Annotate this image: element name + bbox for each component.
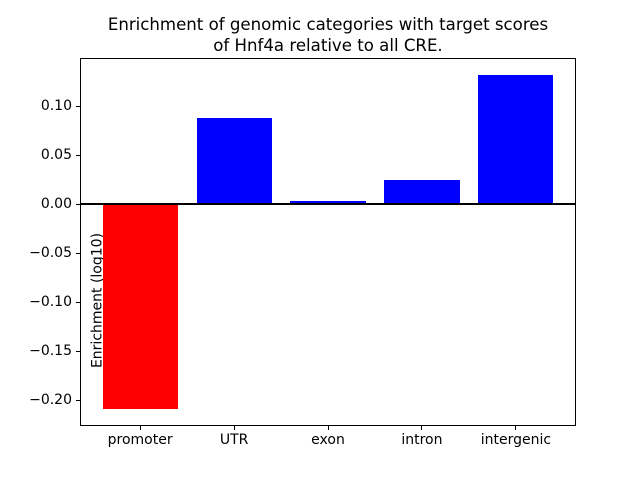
x-tick-mark [139, 426, 141, 430]
y-tick-mark [76, 252, 80, 254]
x-tick-label: intergenic [480, 432, 552, 448]
y-tick-label: −0.20 [29, 392, 72, 408]
bar-intron [384, 179, 460, 205]
y-tick-label: 0.10 [40, 97, 72, 114]
y-tick-mark [76, 400, 80, 401]
x-tick-label: UTR [219, 432, 249, 448]
y-tick-mark [76, 154, 80, 156]
x-tick-label: intron [401, 432, 443, 448]
y-tick-mark [76, 105, 80, 107]
chart-title-line-2: of Hnf4a relative to all CRE. [213, 35, 443, 55]
y-tick-mark [76, 301, 80, 303]
x-tick-label: promoter [107, 432, 173, 448]
bar-UTR [196, 117, 272, 205]
y-tick-label: −0.10 [29, 293, 72, 310]
zero-line [80, 203, 576, 206]
y-tick-label: 0.05 [40, 146, 72, 163]
bar-exon [290, 201, 366, 205]
x-tick-mark [515, 426, 517, 430]
y-tick-label: 0.00 [40, 195, 72, 212]
chart-title: Enrichment of genomic categories with ta… [80, 15, 576, 56]
y-tick-mark [76, 350, 80, 352]
x-tick-mark [327, 426, 329, 430]
y-tick-mark [76, 203, 80, 205]
y-tick-label: −0.15 [29, 342, 72, 359]
x-tick-mark [233, 426, 235, 430]
bar-promoter [102, 204, 178, 410]
x-tick-label: exon [311, 432, 345, 448]
plot-area: Enrichment (log10) [80, 58, 576, 426]
y-tick-label: −0.05 [29, 244, 72, 261]
chart-title-line-1: Enrichment of genomic categories with ta… [107, 15, 549, 34]
x-tick-mark [421, 426, 423, 430]
bar-intergenic [478, 74, 554, 205]
